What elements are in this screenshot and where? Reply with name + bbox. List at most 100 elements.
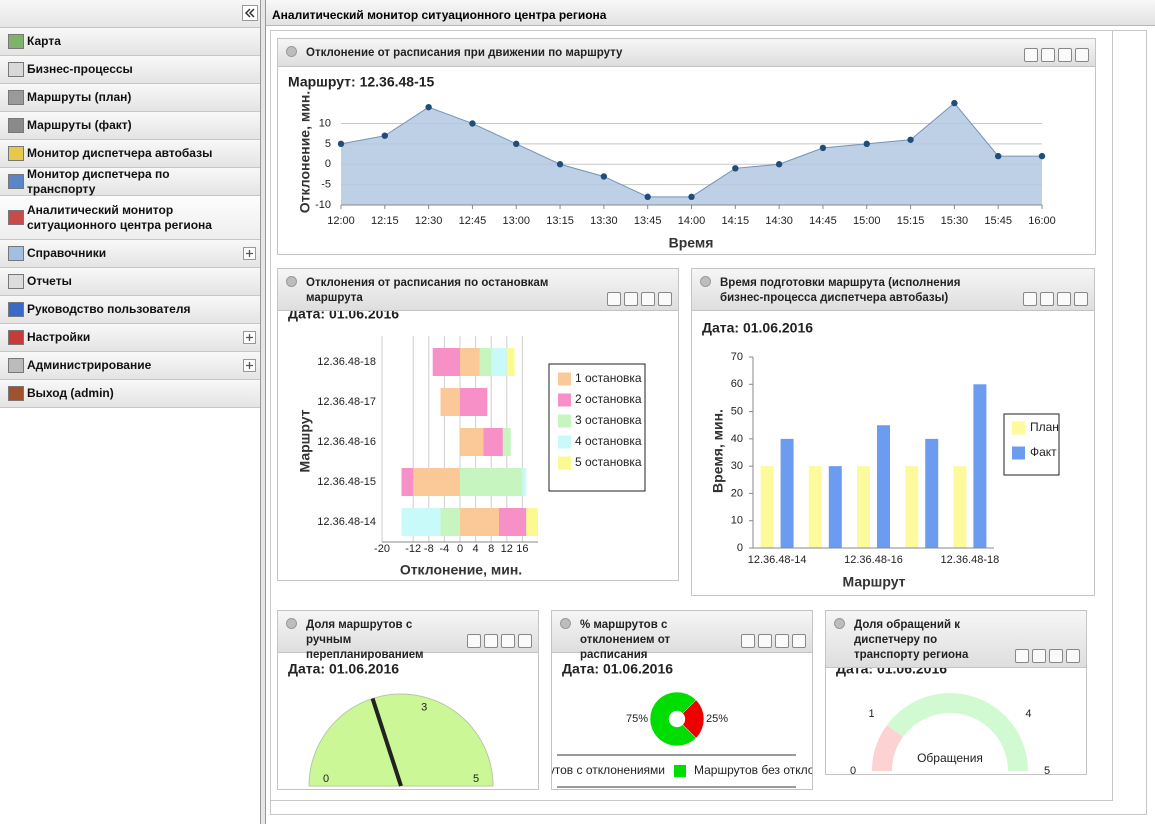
menu-label: Монитор диспетчера автобазы — [27, 146, 213, 160]
bar-segment — [440, 508, 460, 536]
y-tick-label: 50 — [731, 405, 743, 417]
menu-item[interactable]: Монитор диспетчера автобазы — [0, 140, 260, 168]
chart-subtitle: Дата: 01.06.2016 — [836, 668, 947, 677]
menu-label: Отчеты — [27, 274, 72, 288]
help-button[interactable] — [484, 634, 498, 648]
gauge-needle — [370, 697, 403, 787]
expand-plus — [246, 250, 253, 257]
x-axis-title: Время — [669, 235, 714, 251]
bar-segment — [479, 348, 492, 376]
menu-icon — [8, 34, 24, 49]
menu-item[interactable]: Маршруты (план) — [0, 84, 260, 112]
collapse-button[interactable] — [1023, 292, 1037, 306]
collapse-button[interactable] — [741, 634, 755, 648]
bar-segment — [460, 508, 499, 536]
point — [994, 152, 1002, 160]
collapse-button[interactable] — [467, 634, 481, 648]
help-button[interactable] — [1041, 48, 1055, 62]
bar-segment — [401, 468, 414, 496]
menu-item[interactable]: Отчеты — [0, 268, 260, 296]
collapse-button[interactable] — [242, 5, 258, 21]
collapse-button[interactable] — [607, 292, 621, 306]
x-tick-label: 14:15 — [722, 215, 750, 227]
gauge-tick-label: 3 — [421, 702, 427, 714]
panel-header: % маршрутов с отклонением от расписания — [552, 611, 812, 661]
pie-slice — [649, 691, 697, 747]
chart: Дата: 01.06.2016 25% 75% Маршрутов с отклон… — [552, 661, 812, 788]
point — [819, 144, 827, 152]
settings-button[interactable] — [1075, 48, 1089, 62]
bar-segment — [432, 348, 460, 376]
x-tick-label: 12.36.48-16 — [844, 554, 903, 566]
help-button[interactable] — [1040, 292, 1054, 306]
settings-button[interactable] — [1074, 292, 1088, 306]
maximize-button[interactable] — [641, 292, 655, 306]
collapse-button[interactable] — [1015, 649, 1029, 663]
menu-item[interactable]: Справочники — [0, 240, 260, 268]
maximize-button[interactable] — [1058, 48, 1072, 62]
help-button[interactable] — [624, 292, 638, 306]
maximize-button[interactable] — [1057, 292, 1071, 306]
expand-button[interactable] — [243, 331, 256, 344]
menu-icon — [8, 330, 24, 345]
x-tick-label: 12:30 — [415, 215, 443, 227]
menu-item[interactable]: Монитор диспетчера по транспорту — [0, 167, 260, 196]
expand-button[interactable] — [243, 247, 256, 260]
panel: Отклонения от расписания по остановкам м… — [277, 268, 679, 581]
menu-item[interactable]: Аналитический монитор ситуационного цент… — [0, 196, 260, 240]
expand-plus — [246, 362, 253, 369]
settings-button[interactable] — [518, 634, 532, 648]
expand-button[interactable] — [243, 359, 256, 372]
x-tick-label: 12:00 — [327, 215, 355, 227]
maximize-button[interactable] — [775, 634, 789, 648]
bar — [808, 466, 822, 548]
panel-title: Отклонения от расписания по остановкам м… — [306, 277, 549, 304]
y-tick-label: 12.36.48-15 — [317, 476, 376, 488]
collapse-button[interactable] — [1024, 48, 1038, 62]
point — [732, 165, 739, 172]
point — [644, 193, 651, 201]
bar-segment — [483, 428, 503, 456]
panel: Доля маршрутов с ручным перепланирование… — [277, 610, 539, 790]
y-tick-label: 12.36.48-14 — [317, 516, 376, 528]
point — [688, 193, 695, 201]
main-title: Аналитический монитор ситуационного цент… — [272, 8, 607, 22]
settings-button[interactable] — [1066, 649, 1080, 663]
menu-label: Администрирование — [27, 358, 152, 372]
legend-label: Маршрутов без отклонений — [694, 763, 812, 777]
menu-item[interactable]: Выход (admin) — [0, 380, 260, 408]
x-tick-label: 12:15 — [371, 215, 399, 227]
x-tick-label: 8 — [488, 543, 494, 555]
gauge-tick-label: 4 — [1025, 708, 1031, 720]
menu-item[interactable]: Бизнес-процессы — [0, 56, 260, 84]
menu-item[interactable]: Маршруты (факт) — [0, 112, 260, 140]
gauge-tick-label: 0 — [323, 773, 329, 785]
legend-swatch — [558, 456, 571, 470]
y-tick-label: 20 — [731, 487, 743, 499]
point — [513, 140, 520, 148]
menu-label: Настройки — [27, 330, 91, 344]
panel-title: Доля маршрутов с ручным перепланирование… — [306, 619, 424, 661]
maximize-button[interactable] — [501, 634, 515, 648]
menu-item[interactable]: Карта — [0, 28, 260, 56]
x-tick-label: 12.36.48-14 — [748, 554, 807, 566]
menu-item[interactable]: Руководство пользователя — [0, 296, 260, 324]
chart: Дата: 01.06.2016 0 1 4 5 Обращения — [836, 668, 1050, 774]
gauge-tick-label: 1 — [868, 708, 874, 720]
menu-label: Карта — [27, 34, 61, 48]
panel-buttons — [467, 634, 532, 648]
help-button[interactable] — [758, 634, 772, 648]
settings-button[interactable] — [792, 634, 806, 648]
panel-header: Время подготовки маршрута (исполнения би… — [692, 269, 1094, 311]
settings-button[interactable] — [658, 292, 672, 306]
panel-title: Отклонение от расписания при движении по… — [306, 47, 623, 59]
x-tick-label: 12:45 — [459, 215, 487, 227]
panel-header: Отклонения от расписания по остановкам м… — [278, 269, 678, 311]
menu-item[interactable]: Администрирование — [0, 352, 260, 380]
gauge-band — [872, 725, 904, 771]
maximize-button[interactable] — [1049, 649, 1063, 663]
menu-item[interactable]: Настройки — [0, 324, 260, 352]
help-button[interactable] — [1032, 649, 1046, 663]
panel-buttons — [607, 292, 672, 306]
bar-segment — [413, 468, 460, 496]
